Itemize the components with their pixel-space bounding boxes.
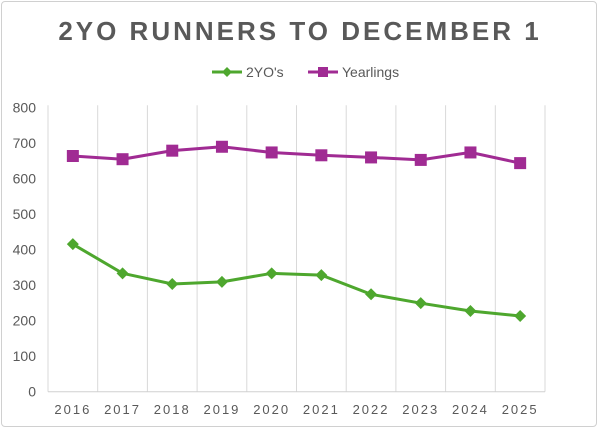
legend-marker-square: [318, 67, 328, 77]
y-tick-label: 100: [13, 348, 37, 364]
x-tick-label: 2023: [402, 402, 439, 417]
data-point-diamond: [116, 267, 129, 280]
x-tick-label: 2017: [104, 402, 141, 417]
data-point-square: [166, 144, 179, 157]
data-point-square: [116, 153, 129, 166]
chart-title: 2YO RUNNERS TO DECEMBER 1: [58, 16, 542, 46]
x-tick-label: 2021: [303, 402, 340, 417]
x-tick-label: 2024: [452, 402, 489, 417]
y-tick-label: 0: [28, 384, 36, 400]
x-tick-label: 2016: [54, 402, 91, 417]
data-point-diamond: [365, 288, 378, 301]
y-tick-label: 200: [13, 313, 37, 329]
x-tick-label: 2018: [154, 402, 191, 417]
legend-label: 2YO's: [246, 64, 284, 80]
x-tick-label: 2025: [502, 402, 539, 417]
data-point-diamond: [265, 267, 278, 280]
x-tick-label: 2020: [253, 402, 290, 417]
data-point-square: [215, 140, 228, 153]
data-point-square: [315, 149, 328, 162]
series-line-0: [72, 242, 521, 318]
x-tick-label: 2019: [203, 402, 240, 417]
x-tick-label: 2022: [353, 402, 390, 417]
data-point-square: [514, 157, 527, 170]
data-point-square: [414, 153, 427, 166]
y-tick-label: 700: [13, 135, 37, 151]
data-point-diamond: [166, 277, 179, 290]
legend-marker-diamond: [222, 67, 232, 77]
data-point-diamond: [514, 309, 527, 322]
data-point-square: [66, 150, 79, 163]
data-point-diamond: [66, 238, 79, 251]
legend-label: Yearlings: [342, 64, 399, 80]
y-tick-label: 600: [13, 170, 37, 186]
data-point-diamond: [414, 297, 427, 310]
data-point-square: [265, 146, 278, 159]
data-point-square: [365, 151, 378, 164]
data-point-diamond: [315, 269, 328, 282]
y-tick-label: 300: [13, 277, 37, 293]
y-tick-label: 500: [13, 206, 37, 222]
data-point-square: [464, 146, 477, 159]
series-line-1: [72, 145, 521, 165]
data-point-diamond: [464, 305, 477, 318]
y-tick-label: 400: [13, 242, 37, 258]
data-point-diamond: [215, 275, 228, 288]
y-tick-label: 800: [13, 99, 37, 115]
